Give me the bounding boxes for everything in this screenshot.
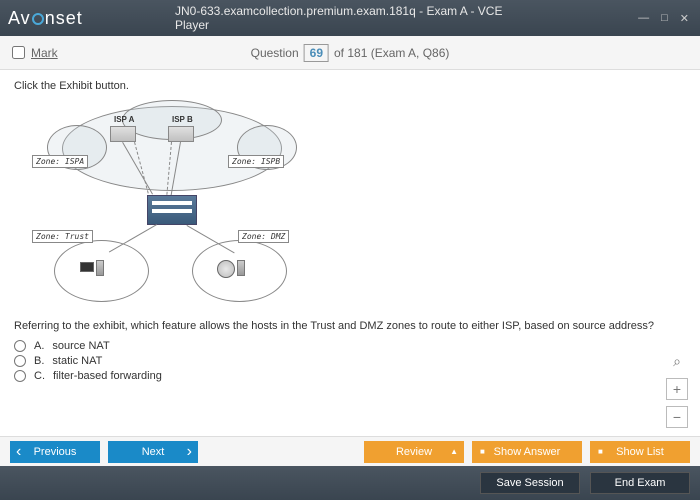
logo: Avnset	[8, 8, 83, 29]
option-c[interactable]: C. filter-based forwarding	[14, 370, 686, 382]
question-number: 69	[304, 44, 329, 62]
show-answer-button[interactable]: Show Answer	[472, 441, 582, 463]
zone-dmz-label: Zone: DMZ	[238, 230, 289, 243]
mark-checkbox[interactable]	[12, 46, 25, 59]
zoom-tools: ⌕ + −	[666, 350, 688, 428]
isp-a-device-icon	[110, 126, 136, 142]
isp-b-label: ISP B	[172, 115, 193, 124]
window-title: JN0-633.examcollection.premium.exam.181q…	[175, 4, 525, 32]
question-header: Mark Question 69 of 181 (Exam A, Q86)	[0, 36, 700, 70]
mark-control[interactable]: Mark	[12, 46, 58, 60]
question-counter: Question 69 of 181 (Exam A, Q86)	[251, 44, 450, 62]
isp-b-device-icon	[168, 126, 194, 142]
show-list-button[interactable]: Show List	[590, 441, 690, 463]
zone-trust-label: Zone: Trust	[32, 230, 93, 243]
instruction-text: Click the Exhibit button.	[14, 80, 686, 92]
option-c-radio[interactable]	[14, 370, 26, 382]
maximize-icon[interactable]: □	[658, 12, 671, 25]
option-c-text: filter-based forwarding	[53, 370, 162, 382]
footer-nav: Previous Next Review Show Answer Show Li…	[0, 436, 700, 466]
option-b-letter: B.	[34, 355, 44, 367]
question-word: Question	[251, 46, 299, 60]
trust-host-icon	[80, 258, 110, 282]
option-a-letter: A.	[34, 340, 44, 352]
minimize-icon[interactable]: —	[635, 12, 652, 25]
save-session-button[interactable]: Save Session	[480, 472, 580, 494]
zone-ispb-label: Zone: ISPB	[228, 155, 284, 168]
option-a-text: source NAT	[52, 340, 109, 352]
zone-ispa-label: Zone: ISPA	[32, 155, 88, 168]
question-text: Referring to the exhibit, which feature …	[14, 320, 686, 332]
titlebar: Avnset JN0-633.examcollection.premium.ex…	[0, 0, 700, 36]
window-controls: — □ ✕	[635, 12, 692, 25]
isp-a-label: ISP A	[114, 115, 134, 124]
review-button[interactable]: Review	[364, 441, 464, 463]
mark-label: Mark	[31, 46, 58, 60]
option-b-radio[interactable]	[14, 355, 26, 367]
next-button[interactable]: Next	[108, 441, 198, 463]
end-exam-button[interactable]: End Exam	[590, 472, 690, 494]
close-icon[interactable]: ✕	[677, 12, 692, 25]
search-icon[interactable]: ⌕	[666, 350, 688, 372]
option-a[interactable]: A. source NAT	[14, 340, 686, 352]
exhibit-diagram: ISP A ISP B Zone: ISPA Zone: ISPB Zone: …	[32, 100, 312, 310]
option-a-radio[interactable]	[14, 340, 26, 352]
dmz-host-icon	[217, 258, 247, 282]
content-area: Click the Exhibit button. ISP A ISP B Zo…	[0, 70, 700, 430]
option-b[interactable]: B. static NAT	[14, 355, 686, 367]
router-icon	[147, 195, 197, 225]
zoom-out-button[interactable]: −	[666, 406, 688, 428]
answer-options: A. source NAT B. static NAT C. filter-ba…	[14, 340, 686, 382]
footer-session: Save Session End Exam	[0, 466, 700, 500]
option-b-text: static NAT	[52, 355, 102, 367]
zoom-in-button[interactable]: +	[666, 378, 688, 400]
option-c-letter: C.	[34, 370, 45, 382]
previous-button[interactable]: Previous	[10, 441, 100, 463]
question-total: of 181 (Exam A, Q86)	[334, 46, 449, 60]
